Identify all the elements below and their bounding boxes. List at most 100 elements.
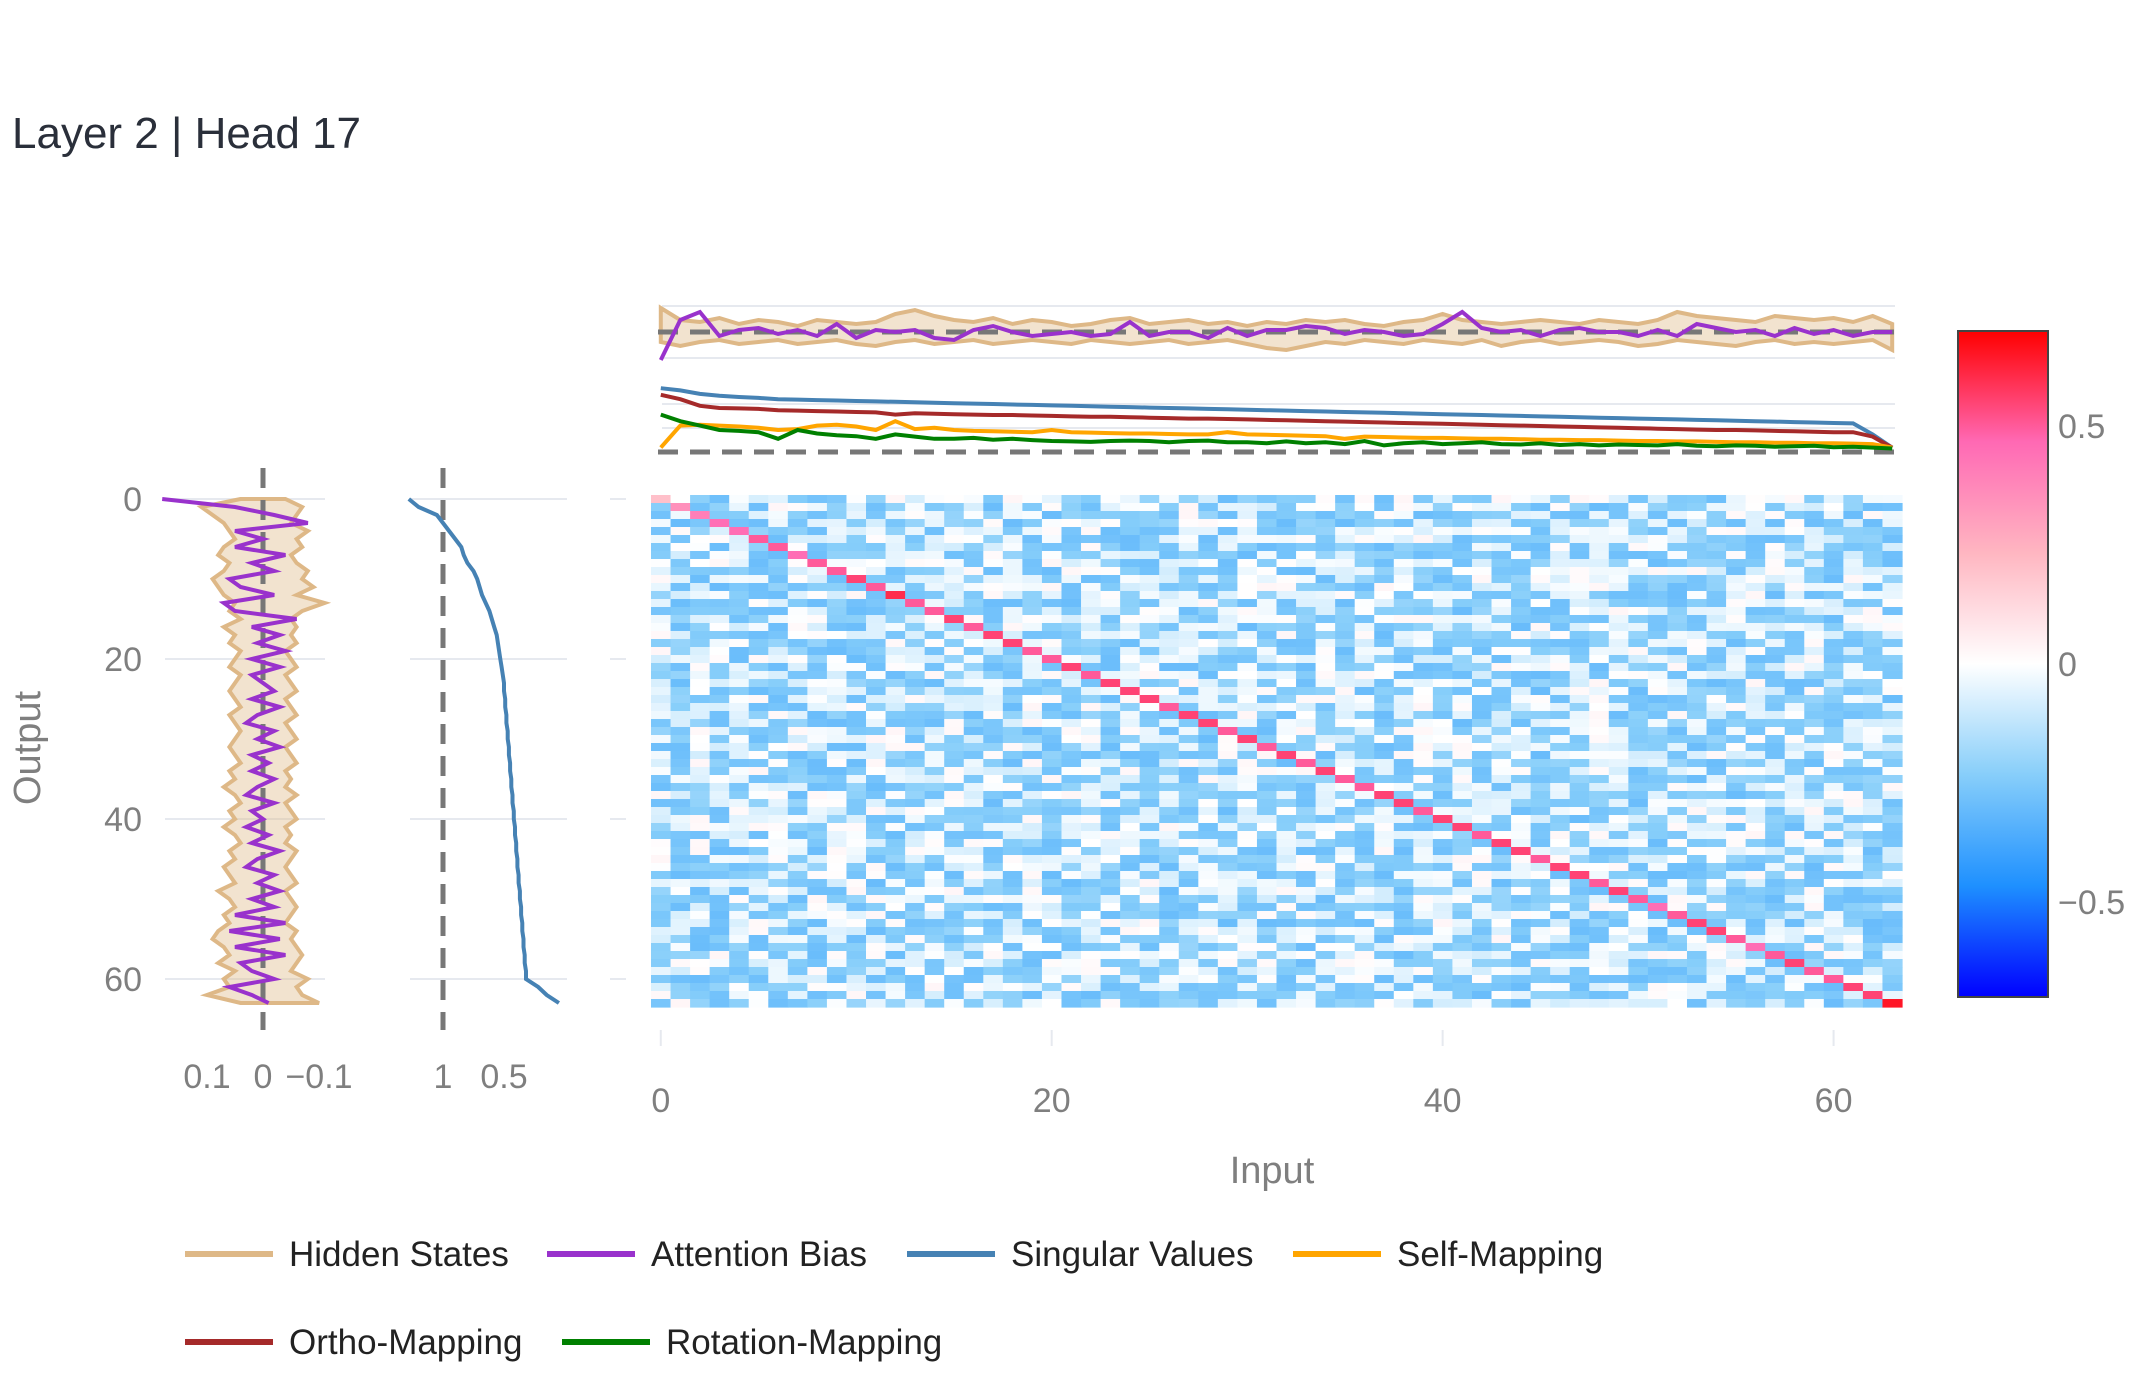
heatmap-cell <box>1765 807 1786 816</box>
heatmap-diagonal-cell <box>1296 759 1317 768</box>
heatmap-cell <box>690 871 711 880</box>
heatmap-cell <box>826 639 848 648</box>
heatmap-cell <box>944 575 965 584</box>
heatmap-cell <box>1726 823 1747 832</box>
heatmap-cell <box>1413 687 1434 696</box>
heatmap-cell <box>1550 551 1571 560</box>
heatmap-cell <box>1432 711 1454 720</box>
heatmap-cell <box>944 551 965 560</box>
heatmap-cell <box>924 895 945 904</box>
heatmap-cell <box>1178 679 1199 688</box>
heatmap-cell <box>1237 951 1258 960</box>
heatmap-cell <box>963 647 984 656</box>
heatmap-cell <box>1628 935 1649 944</box>
heatmap-cell <box>1159 775 1180 784</box>
heatmap-cell <box>1608 631 1629 640</box>
heatmap-cell <box>983 871 1004 880</box>
heatmap-cell <box>1765 911 1786 920</box>
heatmap-cell <box>905 863 926 872</box>
heatmap-cell <box>1726 615 1747 624</box>
heatmap-cell <box>670 935 691 944</box>
heatmap-cell <box>1276 759 1297 768</box>
heatmap-cell <box>905 807 926 816</box>
heatmap-cell <box>963 991 984 1000</box>
heatmap-cell <box>944 727 965 736</box>
heatmap-cell <box>1784 999 1805 1008</box>
heatmap-cell <box>1432 879 1454 888</box>
heatmap-cell <box>1178 999 1199 1008</box>
heatmap-cell <box>1276 767 1297 776</box>
heatmap-diagonal-cell <box>1628 895 1649 904</box>
heatmap-cell <box>807 679 828 688</box>
heatmap-cell <box>1862 495 1884 504</box>
heatmap-cell <box>729 727 750 736</box>
heatmap-cell <box>651 695 672 704</box>
heatmap-cell <box>1745 663 1766 672</box>
heatmap-cell <box>1550 791 1571 800</box>
heatmap-cell <box>1178 719 1199 728</box>
heatmap-cell <box>1491 847 1512 856</box>
heatmap-cell <box>807 871 828 880</box>
heatmap-cell <box>1784 679 1805 688</box>
heatmap-cell <box>1765 983 1786 992</box>
heatmap-cell <box>1139 535 1160 544</box>
heatmap-cell <box>768 767 789 776</box>
heatmap-cell <box>748 759 769 768</box>
heatmap-cell <box>1706 775 1727 784</box>
heatmap-cell <box>1765 703 1786 712</box>
heatmap-cell <box>670 991 691 1000</box>
heatmap-cell <box>963 807 984 816</box>
heatmap-cell <box>1569 983 1590 992</box>
heatmap-cell <box>1393 959 1414 968</box>
heatmap-cell <box>1335 623 1356 632</box>
y-axis-title: Output <box>7 691 49 806</box>
heatmap-cell <box>1511 743 1532 752</box>
heatmap-cell <box>1393 791 1414 800</box>
heatmap-cell <box>1217 607 1239 616</box>
heatmap-cell <box>1862 975 1884 984</box>
heatmap-cell <box>1022 743 1043 752</box>
heatmap-cell <box>1335 527 1356 536</box>
heatmap-cell <box>905 695 926 704</box>
heatmap-cell <box>866 919 887 928</box>
heatmap-cell <box>1862 503 1884 512</box>
heatmap-cell <box>924 879 945 888</box>
heatmap-cell <box>1002 519 1023 528</box>
heatmap-cell <box>1745 615 1766 624</box>
heatmap-cell <box>846 687 867 696</box>
heatmap-cell <box>1061 975 1082 984</box>
heatmap-cell <box>1452 839 1473 848</box>
heatmap-cell <box>670 599 691 608</box>
heatmap-cell <box>1745 503 1766 512</box>
heatmap-cell <box>1784 751 1805 760</box>
heatmap-cell <box>1393 711 1414 720</box>
heatmap-cell <box>1882 631 1903 640</box>
heatmap-cell <box>1804 535 1825 544</box>
heatmap-cell <box>905 495 926 504</box>
heatmap-cell <box>1002 591 1023 600</box>
heatmap-cell <box>1374 639 1395 648</box>
heatmap-cell <box>1491 511 1512 520</box>
heatmap-cell <box>748 871 769 880</box>
heatmap-cell <box>1432 599 1454 608</box>
heatmap-cell <box>1159 599 1180 608</box>
heatmap-cell <box>1471 791 1493 800</box>
heatmap-cell <box>1511 559 1532 568</box>
heatmap-cell <box>924 887 945 896</box>
heatmap-cell <box>1354 743 1375 752</box>
x-tick-label: 0.5 <box>480 1058 527 1096</box>
heatmap-cell <box>1667 711 1688 720</box>
heatmap-cell <box>690 935 711 944</box>
heatmap-cell <box>807 847 828 856</box>
heatmap-cell <box>1569 623 1590 632</box>
heatmap-cell <box>787 671 808 680</box>
heatmap-cell <box>787 703 808 712</box>
heatmap-cell <box>1823 695 1844 704</box>
heatmap-cell <box>1882 847 1903 856</box>
heatmap-cell <box>846 919 867 928</box>
heatmap-cell <box>1081 751 1102 760</box>
heatmap-cell <box>905 711 926 720</box>
heatmap-cell <box>1882 831 1903 840</box>
heatmap-cell <box>1178 839 1199 848</box>
legend: Hidden States Attention Bias Singular Valu… <box>185 1235 1603 1362</box>
